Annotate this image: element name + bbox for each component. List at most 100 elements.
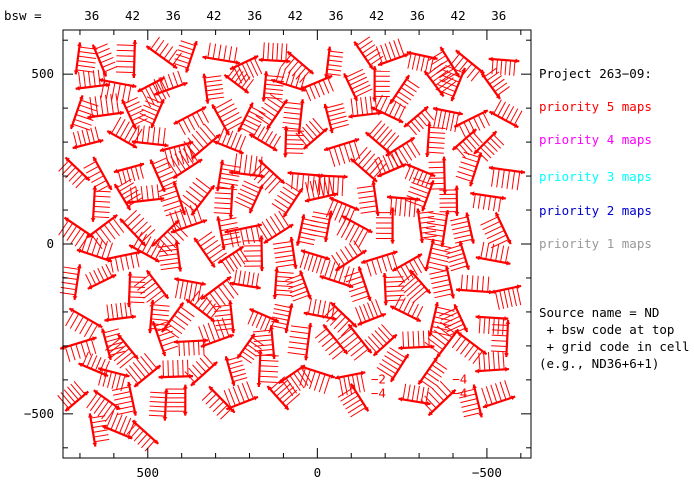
map-spine (488, 110, 519, 129)
map-tine (486, 140, 498, 152)
map-spine (262, 71, 268, 102)
map-tine (433, 329, 450, 342)
map-tine (106, 371, 113, 388)
map-glyph (145, 36, 182, 70)
map-tine (257, 169, 271, 184)
map-tine (120, 255, 124, 271)
map-tine (241, 184, 260, 194)
map-tine (111, 372, 117, 390)
map-glyph (425, 122, 446, 158)
map-tine (276, 275, 294, 279)
map-tine (117, 170, 123, 185)
map-tine (212, 321, 221, 341)
map-tine (450, 265, 468, 272)
map-tine (94, 200, 111, 203)
map-spine (385, 136, 416, 157)
map-spine (104, 250, 142, 261)
map-arrowhead (440, 242, 446, 247)
map-spine (319, 275, 354, 289)
map-tine (486, 71, 500, 82)
legend-item-priority-2: priority 2 maps (539, 203, 652, 218)
map-spine (265, 99, 289, 131)
map-arrowhead (433, 106, 438, 112)
map-tine (386, 254, 393, 271)
map-arrowhead (267, 386, 272, 391)
map-tine (140, 355, 154, 372)
map-arrowhead (228, 300, 233, 305)
map-spine (87, 273, 117, 290)
map-tine (274, 303, 292, 309)
map-tine (276, 43, 279, 61)
map-tine (194, 203, 203, 223)
map-tine (312, 298, 317, 315)
map-arrowhead (343, 174, 348, 180)
map-spine (440, 210, 449, 247)
map-tine (159, 190, 178, 198)
map-tine (235, 251, 246, 265)
map-arrowhead (174, 240, 180, 245)
map-tine (504, 380, 512, 399)
map-tine (478, 352, 481, 372)
bsw-code: 42 (125, 8, 140, 23)
map-arrowhead (465, 212, 470, 217)
map-glyph (337, 323, 373, 361)
map-arrowhead (436, 353, 441, 358)
map-arrowhead (463, 327, 468, 333)
map-tine (117, 410, 135, 416)
map-tine (288, 341, 308, 345)
map-tine (72, 173, 84, 185)
map-arrowhead (300, 214, 306, 219)
map-arrowhead (324, 146, 329, 152)
map-tine (276, 271, 294, 274)
map-tine (212, 43, 217, 59)
map-glyph (57, 380, 90, 412)
map-tine (262, 42, 265, 60)
map-arrowhead (119, 218, 125, 224)
y-tick-label: 500 (31, 66, 54, 81)
map-glyph (229, 55, 263, 84)
map-spine (113, 183, 132, 211)
map-tine (303, 252, 310, 270)
map-tine (96, 47, 110, 55)
map-tine (426, 266, 446, 272)
map-tine (61, 281, 77, 286)
map-tine (267, 42, 270, 61)
map-arrowhead (308, 69, 314, 74)
map-tine (331, 349, 345, 360)
map-tine (472, 193, 476, 208)
map-tine (430, 333, 447, 346)
map-tine (162, 360, 165, 378)
map-tine (347, 340, 362, 353)
map-tine (116, 405, 134, 411)
map-arrowhead (249, 308, 255, 313)
map-tine (431, 55, 447, 66)
map-glyph (174, 277, 206, 303)
map-tine (504, 246, 510, 263)
map-glyph (229, 269, 261, 290)
map-arrowhead (193, 41, 198, 46)
map-arrowhead (174, 277, 179, 282)
map-tine (251, 312, 259, 327)
map-tine (186, 145, 199, 163)
map-tine (450, 216, 468, 222)
map-arrowhead (127, 434, 133, 440)
map-tine (70, 345, 76, 361)
map-tine (94, 126, 100, 142)
map-spine (403, 105, 429, 128)
map-arrowhead (371, 180, 377, 185)
map-tine (207, 96, 225, 100)
map-arrowhead (473, 149, 479, 154)
map-tine (166, 158, 178, 176)
map-glyph (173, 40, 198, 73)
map-tine (67, 386, 79, 401)
map-arrowhead (421, 206, 426, 212)
map-tine (224, 116, 242, 127)
map-tine (148, 85, 159, 104)
map-tine (375, 126, 389, 142)
map-tine (160, 195, 179, 202)
map-tine (217, 44, 222, 60)
map-tine (100, 80, 105, 98)
map-tine (492, 317, 495, 335)
map-tine (61, 163, 73, 176)
map-arrowhead (97, 323, 103, 328)
